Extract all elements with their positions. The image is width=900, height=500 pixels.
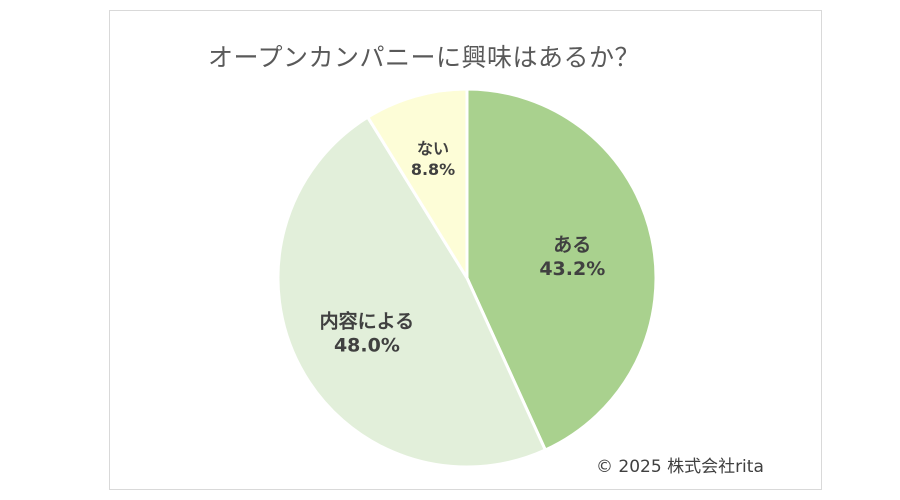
- chart-title: オープンカンパニーに興味はあるか？: [208, 43, 641, 72]
- label-aru-value: 43.2%: [539, 258, 605, 280]
- copyright-notice: © 2025 株式会社rita: [596, 457, 764, 477]
- slice-nai: [366, 87, 469, 280]
- label-nai-value: 8.8%: [411, 160, 455, 179]
- slice-naiyou-ni-yoru: [276, 115, 547, 469]
- label-naiyou-ni-yoru-value: 48.0%: [334, 334, 400, 356]
- label-aru-category: ある: [553, 234, 591, 256]
- label-naiyou-ni-yoru-category: 内容による: [320, 309, 414, 332]
- slice-aru: [465, 87, 658, 452]
- pie-slices: [276, 87, 658, 469]
- label-nai-category: ない: [417, 139, 449, 158]
